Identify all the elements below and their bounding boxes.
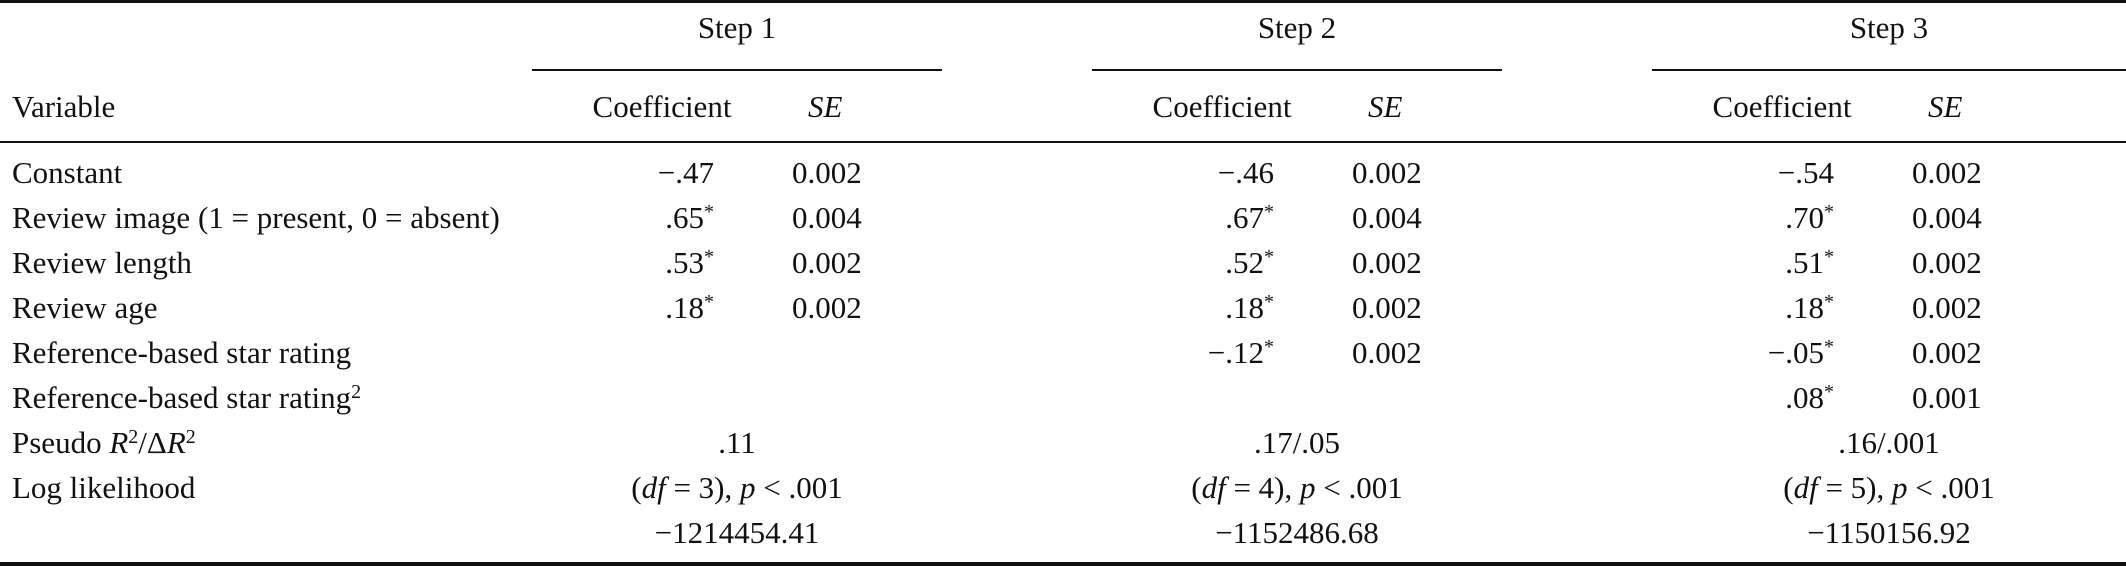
se-step-2: 0.002 <box>1352 290 1422 325</box>
table-row: Review length .53* 0.002 .52* 0.002 .51* 0.002 <box>0 240 2126 285</box>
se-step-2: 0.004 <box>1352 200 1422 235</box>
variable-name: Constant <box>12 155 123 190</box>
coefficient-step-1 <box>532 375 792 420</box>
variable-header: Variable <box>12 88 116 124</box>
coefficient-header-step-1: Coefficient <box>592 88 732 124</box>
significance-asterisk: * <box>1264 246 1274 268</box>
significance-asterisk: * <box>1824 381 1834 403</box>
se-step-2: 0.002 <box>1352 155 1422 190</box>
pseudo-r2-row: Pseudo R2/ΔR2 .11 .17/.05 .16/.001 <box>0 420 2126 465</box>
pseudo-r2-step-2: .17/.05 <box>1253 425 1341 460</box>
significance-asterisk: * <box>704 246 714 268</box>
se-step-1: 0.002 <box>792 155 862 190</box>
coefficient-step-3: .51* <box>1785 245 1834 280</box>
se-step-3: 0.002 <box>1912 335 1982 370</box>
coefficient-step-2: .18* <box>1225 290 1274 325</box>
coefficient-header-step-2: Coefficient <box>1152 88 1292 124</box>
coefficient-step-1: .65* <box>665 200 714 235</box>
significance-asterisk: * <box>1824 201 1834 223</box>
se-step-2: 0.002 <box>1352 245 1422 280</box>
significance-asterisk: * <box>704 201 714 223</box>
variable-name: Reference-based star rating2 <box>12 380 362 415</box>
coefficient-step-3: −.05* <box>1767 335 1834 370</box>
coefficient-step-3: .70* <box>1785 200 1834 235</box>
coefficient-step-1 <box>532 330 792 375</box>
log-likelihood-label: Log likelihood <box>12 470 196 505</box>
log-likelihood-value-row: −1214454.41 −1152486.68 −1150156.92 <box>0 510 2126 564</box>
log-likelihood-value-step-3: −1150156.92 <box>1807 515 1971 550</box>
step-header-row: Step 1 Step 2 Step 3 <box>0 1 2126 72</box>
table-body: Constant −.47 0.002 −.46 0.002 −.54 0.002 Revie… <box>0 142 2126 420</box>
se-step-1: 0.002 <box>792 245 862 280</box>
variable-name: Reference-based star rating <box>12 335 352 370</box>
coefficient-step-3: .18* <box>1785 290 1834 325</box>
log-likelihood-value-step-2: −1152486.68 <box>1215 515 1379 550</box>
coefficient-step-3: .08* <box>1785 380 1834 415</box>
table-row: Review age .18* 0.002 .18* 0.002 .18* 0.002 <box>0 285 2126 330</box>
se-step-1 <box>792 330 942 375</box>
significance-asterisk: * <box>1264 291 1274 313</box>
significance-asterisk: * <box>1824 291 1834 313</box>
coefficient-step-1: −.47 <box>657 155 714 190</box>
significance-asterisk: * <box>1264 336 1274 358</box>
log-likelihood-test-step-2: (df = 4), p < .001 <box>1191 470 1403 505</box>
se-step-3: 0.002 <box>1912 155 1982 190</box>
significance-asterisk: * <box>1824 336 1834 358</box>
se-step-3: 0.002 <box>1912 290 1982 325</box>
step-1-label: Step 1 <box>532 2 942 72</box>
coefficient-step-1: .53* <box>665 245 714 280</box>
se-step-1 <box>792 375 942 420</box>
coefficient-step-2 <box>1092 375 1352 420</box>
se-step-2 <box>1352 375 1502 420</box>
se-step-3: 0.004 <box>1912 200 1982 235</box>
se-step-1: 0.002 <box>792 290 862 325</box>
pseudo-r2-step-3: .16/.001 <box>1838 425 1940 460</box>
table-row: Reference-based star rating −.12* 0.002 −.0… <box>0 330 2126 375</box>
coefficient-step-2: .52* <box>1225 245 1274 280</box>
se-header-step-1: SE <box>808 88 843 124</box>
variable-name: Review age <box>12 290 158 325</box>
log-likelihood-test-step-3: (df = 5), p < .001 <box>1783 470 1995 505</box>
significance-asterisk: * <box>704 291 714 313</box>
log-likelihood-test-row: Log likelihood (df = 3), p < .001 (df = … <box>0 465 2126 510</box>
se-step-2: 0.002 <box>1352 335 1422 370</box>
table-row: Review image (1 = present, 0 = absent) .6… <box>0 195 2126 240</box>
pseudo-r2-label: Pseudo R2/ΔR2 <box>12 425 196 460</box>
coefficient-step-3: −.54 <box>1777 155 1834 190</box>
significance-asterisk: * <box>1824 246 1834 268</box>
se-header-step-3: SE <box>1928 88 1963 124</box>
significance-asterisk: * <box>1264 201 1274 223</box>
step-3-label: Step 3 <box>1652 2 2126 72</box>
log-likelihood-test-step-1: (df = 3), p < .001 <box>631 470 843 505</box>
table-row: Reference-based star rating2 .08* 0.001 <box>0 375 2126 420</box>
pseudo-r2-step-1: .11 <box>718 425 756 460</box>
coefficient-step-2: −.46 <box>1217 155 1274 190</box>
variable-name: Review length <box>12 245 192 280</box>
step-2-label: Step 2 <box>1092 2 1502 72</box>
se-header-step-2: SE <box>1368 88 1403 124</box>
column-header-row: Variable Coefficient SE Coefficient SE C… <box>0 71 2126 142</box>
log-likelihood-value-step-1: −1214454.41 <box>654 515 820 550</box>
coefficient-step-1: .18* <box>665 290 714 325</box>
se-step-3: 0.001 <box>1912 380 1982 415</box>
coefficient-header-step-3: Coefficient <box>1712 88 1852 124</box>
coefficient-step-2: −.12* <box>1207 335 1274 370</box>
table-row: Constant −.47 0.002 −.46 0.002 −.54 0.002 <box>0 142 2126 195</box>
variable-name: Review image (1 = present, 0 = absent) <box>12 200 500 235</box>
coefficient-step-2: .67* <box>1225 200 1274 235</box>
se-step-1: 0.004 <box>792 200 862 235</box>
se-step-3: 0.002 <box>1912 245 1982 280</box>
